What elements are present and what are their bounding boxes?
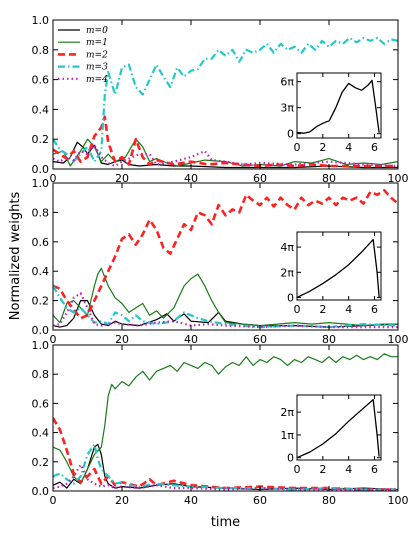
y-tick-label: 0.8 [32, 206, 50, 219]
legend-label-m0: m=0 [86, 26, 108, 36]
inset-y-tick-label: 0 [287, 128, 294, 141]
series-line-m3 [53, 285, 398, 329]
series-line-m4 [53, 463, 398, 491]
inset-x-tick-label: 0 [294, 303, 301, 316]
x-tick-label: 0 [50, 494, 57, 507]
series-line-m3 [53, 443, 398, 491]
x-tick-label: 20 [115, 172, 129, 185]
x-tick-label: 60 [253, 333, 267, 346]
y-tick-label: 1.0 [32, 339, 50, 352]
inset-y-tick-label: 3π [280, 102, 294, 115]
x-tick-label: 100 [388, 333, 409, 346]
x-tick-label: 100 [388, 172, 409, 185]
inset-y-tick-label: 4π [280, 241, 294, 254]
inset-x-tick-label: 4 [345, 141, 352, 154]
x-tick-label: 100 [388, 494, 409, 507]
inset-frame [296, 72, 382, 139]
series-line-m1 [53, 353, 398, 485]
inset-y-tick-label: 6π [280, 76, 294, 89]
inset-curve [296, 79, 380, 134]
panel-1-series [53, 36, 398, 169]
inset-background [273, 67, 387, 156]
legend-label-m1: m=1 [86, 38, 108, 48]
inset-x-tick-label: 4 [345, 463, 352, 476]
x-tick-label: 0 [50, 172, 57, 185]
x-tick-label: 80 [322, 494, 336, 507]
x-tick-label: 80 [322, 333, 336, 346]
series-line-m2 [53, 115, 398, 168]
series-line-m0 [53, 443, 398, 491]
x-axis-label: time [211, 515, 240, 530]
y-tick-label: 0.8 [32, 44, 50, 57]
y-tick-label: 1.0 [32, 14, 50, 27]
x-tick-label: 40 [184, 333, 198, 346]
x-tick-label: 80 [322, 172, 336, 185]
legend-label-m2: m=2 [86, 50, 108, 60]
y-tick-label: 0.0 [32, 485, 50, 498]
inset-curve [296, 238, 380, 299]
x-tick-label: 20 [115, 333, 129, 346]
y-tick-label: 0.0 [32, 163, 50, 176]
x-tick-label: 60 [253, 172, 267, 185]
series-line-m4 [53, 144, 398, 168]
y-tick-label: 0.6 [32, 74, 50, 87]
series-line-m0 [53, 141, 398, 169]
legend: m=0 m=1 m=2 m=3 m=4 [58, 26, 108, 85]
y-axis-label: Normalized weights [8, 192, 23, 321]
y-tick-label: 1.0 [32, 177, 50, 190]
series-line-m1 [53, 267, 398, 327]
inset-x-tick-label: 0 [294, 141, 301, 154]
inset-y-tick-label: 1π [280, 429, 294, 442]
inset-frame [296, 231, 382, 301]
y-tick-label: 0.6 [32, 397, 50, 410]
inset-x-tick-label: 6 [371, 463, 378, 476]
x-tick-label: 0 [50, 333, 57, 346]
inset-y-tick-label: 0 [287, 291, 294, 304]
inset-x-tick-label: 0 [294, 463, 301, 476]
y-tick-label: 0.2 [32, 456, 50, 469]
inset-x-tick-label: 2 [319, 141, 326, 154]
x-tick-label: 60 [253, 494, 267, 507]
inset-frame [296, 394, 382, 461]
inset-3: 0 2 4 6 0 1π 2π [273, 389, 387, 478]
y-tick-label: 0.2 [32, 295, 50, 308]
inset-x-tick-label: 4 [345, 303, 352, 316]
y-tick-label: 0.6 [32, 236, 50, 249]
legend-label-m4: m=4 [86, 75, 108, 85]
panel-frame [52, 182, 399, 331]
inset-x-tick-label: 2 [319, 463, 326, 476]
inset-1: 0 2 4 6 0 3π 6π [273, 67, 387, 156]
series-line-m2 [53, 189, 398, 320]
y-tick-label: 0.4 [32, 427, 50, 440]
panel-3-series [53, 353, 398, 491]
inset-y-tick-label: 0 [287, 452, 294, 465]
inset-y-tick-label: 2π [280, 266, 294, 279]
y-tick-label: 0.4 [32, 265, 50, 278]
x-tick-label: 40 [184, 172, 198, 185]
x-tick-label: 40 [184, 494, 198, 507]
series-line-m3 [53, 36, 398, 163]
series-line-m4 [53, 292, 398, 329]
legend-label-m3: m=3 [86, 63, 108, 73]
inset-2: 0 2 4 6 0 2π 4π [273, 226, 387, 318]
inset-background [273, 226, 387, 318]
y-tick-label: 0.8 [32, 368, 50, 381]
panel-frame [52, 344, 399, 492]
inset-x-tick-label: 6 [371, 141, 378, 154]
inset-x-tick-label: 6 [371, 303, 378, 316]
y-tick-label: 0.0 [32, 324, 50, 337]
panel-2-series [53, 189, 398, 329]
x-tick-label: 20 [115, 494, 129, 507]
inset-x-tick-label: 2 [319, 303, 326, 316]
y-tick-label: 0.2 [32, 133, 50, 146]
panel-frame [52, 19, 399, 170]
inset-curve [296, 398, 380, 459]
inset-y-tick-label: 2π [280, 406, 294, 419]
y-tick-label: 0.4 [32, 103, 50, 116]
